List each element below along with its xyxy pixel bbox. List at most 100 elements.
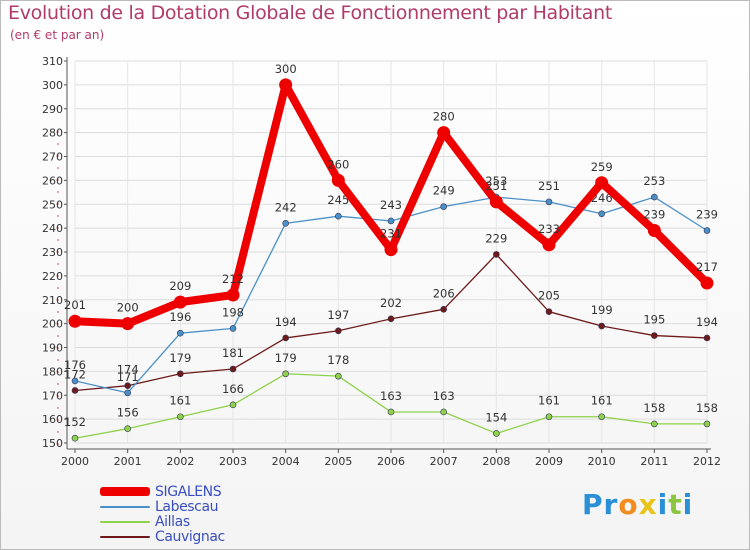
y-tick-label: 190 [42, 342, 63, 355]
data-label: 233 [538, 222, 560, 236]
data-point [226, 288, 240, 302]
data-point [440, 203, 447, 210]
data-point [647, 224, 661, 238]
data-label: 178 [327, 353, 349, 367]
data-label: 201 [64, 298, 86, 312]
data-point [651, 332, 658, 339]
data-point [173, 295, 187, 309]
data-point [651, 193, 658, 201]
data-point [282, 220, 289, 227]
y-tick-label: 180 [42, 365, 63, 378]
y-tick-label: 270 [42, 151, 63, 164]
logo-letter: o [618, 488, 639, 521]
data-label: 217 [696, 260, 718, 274]
data-label: 196 [169, 310, 191, 324]
data-label: 194 [696, 315, 718, 329]
data-point [493, 251, 500, 258]
legend-label: Aillas [155, 513, 190, 530]
data-label: 152 [64, 415, 86, 429]
data-label: 161 [169, 394, 191, 408]
data-point [489, 195, 503, 209]
data-point [387, 217, 395, 225]
data-point [703, 227, 711, 234]
data-label: 195 [643, 313, 665, 327]
data-label: 245 [327, 193, 349, 207]
x-tick-label: 2004 [272, 455, 300, 468]
data-label: 253 [485, 174, 507, 188]
data-label: 251 [538, 179, 560, 193]
data-label: 209 [169, 279, 191, 293]
logo-letter: t [668, 488, 683, 521]
data-point [335, 212, 342, 220]
y-tick-label: 300 [42, 79, 63, 92]
data-point [437, 126, 451, 140]
data-point [279, 78, 293, 92]
data-point [71, 434, 79, 442]
data-label: 198 [222, 305, 244, 319]
data-label: 181 [222, 346, 244, 360]
data-label: 253 [643, 174, 665, 188]
logo-letter: i [682, 488, 694, 521]
y-tick-label: 210 [42, 294, 63, 307]
data-point [387, 315, 395, 323]
x-tick-label: 2011 [640, 455, 668, 468]
data-point [177, 370, 184, 378]
legend-item-sigalens: SIGALENS [100, 484, 225, 500]
x-tick-label: 2010 [588, 455, 616, 468]
y-tick-label: 170 [42, 389, 63, 402]
data-point [598, 322, 605, 330]
x-tick-label: 2008 [482, 455, 510, 468]
data-point [71, 377, 79, 385]
logo-letter: i [657, 488, 669, 521]
data-label: 172 [64, 367, 86, 381]
data-point [335, 372, 342, 380]
data-point [545, 413, 553, 421]
y-tick-label: 280 [42, 127, 63, 140]
data-point [229, 365, 237, 373]
data-point [335, 327, 342, 335]
data-point [651, 420, 658, 428]
data-label: 280 [433, 110, 455, 124]
logo-letter: r [603, 488, 619, 521]
proxiti-logo: Proxiti [582, 488, 693, 521]
legend-swatch [100, 487, 150, 496]
data-point [598, 413, 605, 421]
data-label: 249 [433, 184, 455, 198]
legend-swatch [100, 535, 150, 538]
data-point [598, 210, 605, 218]
chart-subtitle: (en € et par an) [10, 28, 105, 42]
data-point [177, 413, 184, 421]
data-label: 243 [380, 198, 402, 212]
data-label: 212 [222, 272, 244, 286]
data-label: 194 [275, 315, 297, 329]
x-tick-label: 2007 [430, 455, 458, 468]
x-tick-label: 2001 [114, 455, 142, 468]
data-point [700, 276, 714, 290]
data-label: 242 [275, 200, 297, 214]
y-tick-label: 230 [42, 246, 63, 259]
y-tick-label: 200 [42, 318, 63, 331]
data-point [387, 408, 395, 416]
data-point [229, 401, 237, 409]
data-label: 161 [591, 394, 613, 408]
data-label: 163 [380, 389, 402, 403]
data-label: 300 [275, 62, 297, 76]
legend: SIGALENS Labescau Aillas Cauvignac [100, 484, 225, 545]
data-point [121, 317, 135, 331]
data-label: 259 [591, 160, 613, 174]
x-tick-label: 2000 [61, 455, 89, 468]
data-label: 166 [222, 382, 244, 396]
data-point [282, 370, 289, 378]
data-label: 199 [591, 303, 613, 317]
data-point [68, 314, 82, 328]
data-label: 205 [538, 289, 560, 303]
data-point [703, 334, 711, 342]
data-label: 154 [485, 410, 507, 424]
data-point [384, 243, 398, 257]
logo-letter: P [582, 488, 604, 521]
data-point [545, 308, 553, 315]
y-tick-label: 160 [42, 413, 63, 426]
x-tick-label: 2012 [693, 455, 721, 468]
